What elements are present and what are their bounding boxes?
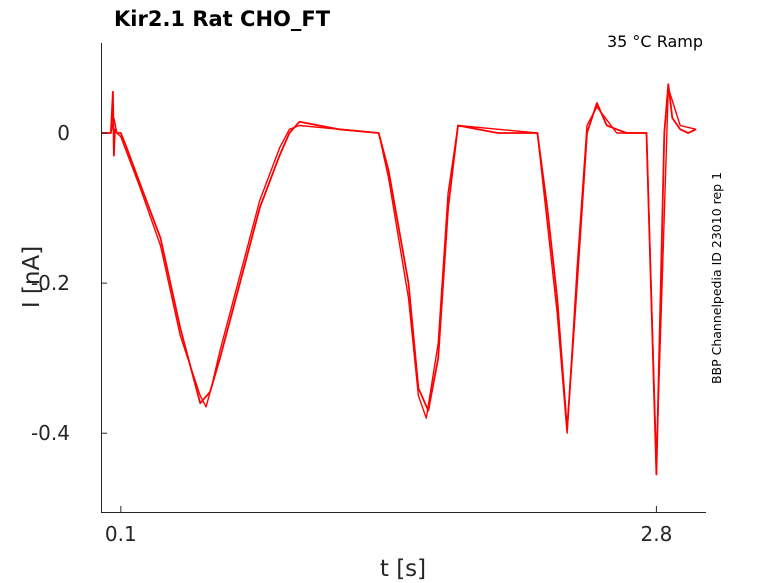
x-axis-label: t [s] bbox=[380, 556, 426, 582]
x-tick-label: 0.1 bbox=[105, 522, 137, 546]
trace-group bbox=[101, 83, 697, 476]
temperature-protocol-annotation: 35 °C Ramp bbox=[607, 32, 703, 51]
y-tick-group: 0 -0.2 -0.4 bbox=[31, 121, 107, 445]
y-tick-label: -0.2 bbox=[31, 271, 70, 295]
current-trace-1 bbox=[101, 83, 697, 476]
y-tick-label: 0 bbox=[57, 121, 70, 145]
chart-title: Kir2.1 Rat CHO_FT bbox=[114, 7, 331, 31]
channelpedia-id-label: BBP Channelpedia ID 23010 rep 1 bbox=[709, 172, 724, 384]
x-tick-label: 2.8 bbox=[641, 522, 673, 546]
current-trace-2 bbox=[101, 87, 697, 464]
y-axis-label: I [nA] bbox=[19, 246, 45, 308]
x-tick-group: 0.1 2.8 bbox=[105, 506, 672, 546]
y-tick-label: -0.4 bbox=[31, 421, 70, 445]
